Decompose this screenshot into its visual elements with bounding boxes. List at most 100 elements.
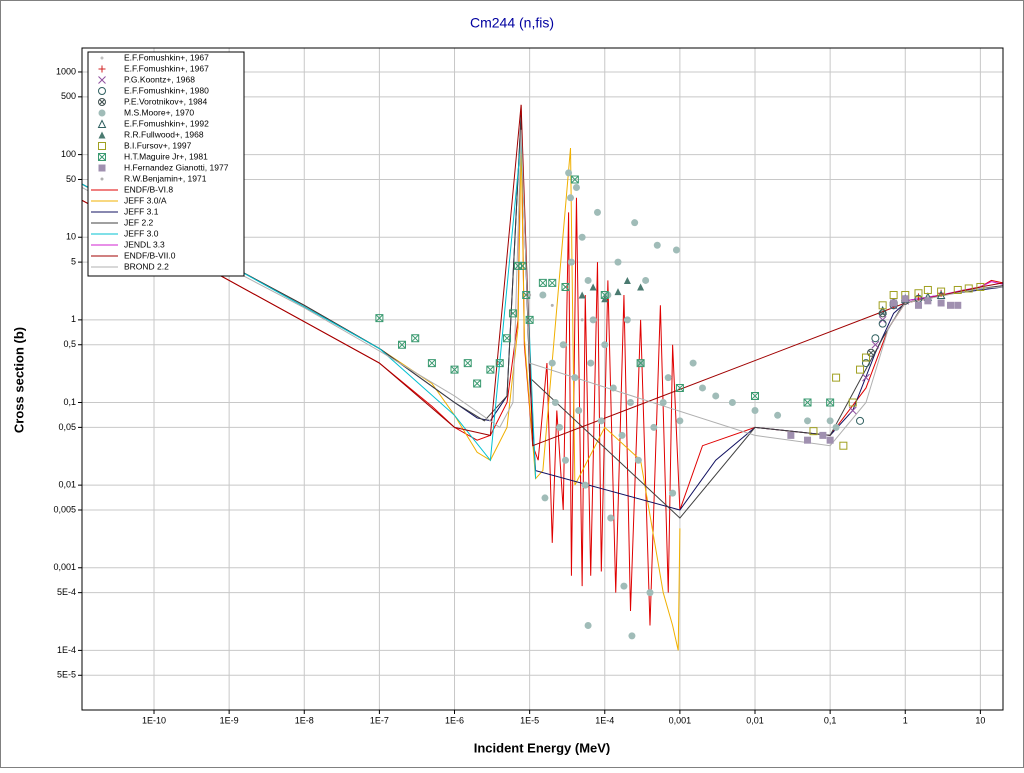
- data-layer: [82, 104, 1003, 651]
- legend-label: E.F.Fomushkin+, 1967: [124, 52, 209, 62]
- data-point: [924, 297, 932, 305]
- data-point: [878, 305, 887, 315]
- legend-label: JEFF 3.0/A: [124, 195, 167, 205]
- data-point: [642, 276, 650, 284]
- data-point: [901, 295, 909, 303]
- legend-label: P.G.Koontz+, 1968: [124, 74, 195, 84]
- data-point: [98, 98, 107, 106]
- data-point: [878, 319, 887, 328]
- data-point: [548, 278, 557, 287]
- data-point: [914, 301, 922, 309]
- data-point: [551, 399, 559, 407]
- x-tick-label: 1E-6: [445, 715, 464, 725]
- data-point: [862, 373, 870, 382]
- y-tick-label: 1000: [56, 66, 76, 76]
- data-point: [809, 427, 818, 436]
- data-point: [856, 365, 865, 374]
- data-point: [637, 283, 645, 291]
- y-tick-label: 0,001: [53, 562, 76, 572]
- data-point: [578, 291, 586, 299]
- data-point: [636, 359, 645, 368]
- series-line: [82, 140, 681, 651]
- x-tick-label: 1E-8: [295, 715, 314, 725]
- legend-label: H.Fernandez Gianotti, 1977: [124, 162, 229, 172]
- data-point: [98, 109, 106, 117]
- data-point: [567, 258, 575, 266]
- data-point: [508, 309, 517, 318]
- data-point: [819, 431, 827, 439]
- y-axis-label: Cross section (b): [11, 327, 26, 433]
- y-tick-label: 50: [66, 174, 76, 184]
- data-point: [848, 398, 857, 407]
- data-point: [774, 411, 782, 419]
- data-point: [871, 334, 880, 343]
- data-point: [803, 398, 812, 407]
- y-tick-label: 500: [61, 91, 76, 101]
- legend-label: JENDL 3.3: [124, 239, 165, 249]
- chart-title: Cm244 (n,fis): [470, 15, 554, 31]
- y-tick-label: 0,1: [63, 397, 76, 407]
- data-point: [565, 169, 573, 177]
- data-point: [375, 314, 384, 323]
- data-point: [699, 384, 707, 392]
- data-point: [539, 291, 547, 299]
- data-point: [826, 398, 835, 407]
- y-tick-label: 1: [71, 314, 76, 324]
- y-tick-label: 5E-5: [57, 670, 76, 680]
- data-point: [672, 246, 680, 254]
- x-tick-label: 0,001: [669, 715, 692, 725]
- x-tick-label: 1E-5: [520, 715, 539, 725]
- data-point: [848, 406, 857, 415]
- data-point: [914, 289, 923, 298]
- data-point: [98, 153, 106, 161]
- y-tick-label: 0,05: [58, 422, 76, 432]
- data-point: [626, 399, 634, 407]
- legend-label: ENDF/B-VI.8: [124, 184, 173, 194]
- data-point: [503, 334, 512, 343]
- data-point: [607, 514, 615, 522]
- data-point: [804, 417, 812, 425]
- data-point: [98, 164, 106, 172]
- data-point: [100, 177, 104, 181]
- data-point: [728, 399, 736, 407]
- data-point: [826, 436, 834, 444]
- y-tick-label: 0,005: [53, 504, 76, 514]
- data-point: [861, 353, 870, 362]
- legend-label: B.I.Fursov+, 1997: [124, 140, 192, 150]
- y-tick-label: 5: [71, 256, 76, 266]
- data-point: [593, 208, 601, 216]
- legend-box: [87, 51, 245, 277]
- data-point: [578, 233, 586, 241]
- data-point: [556, 423, 564, 431]
- y-tick-label: 10: [66, 232, 76, 242]
- y-tick-label: 100: [61, 149, 76, 159]
- legend-label: JEF 2.2: [124, 217, 154, 227]
- data-point: [473, 379, 482, 388]
- data-point: [946, 301, 954, 309]
- data-point: [559, 341, 567, 349]
- data-point: [98, 65, 106, 73]
- data-point: [575, 407, 583, 415]
- data-point: [620, 582, 628, 590]
- data-point: [427, 359, 436, 368]
- data-point: [871, 340, 880, 349]
- x-tick-label: 1E-7: [370, 715, 389, 725]
- legend-label: ENDF/B-VII.0: [124, 250, 176, 260]
- data-point: [890, 299, 898, 307]
- data-point: [861, 359, 870, 368]
- y-tick-label: 0,5: [63, 339, 76, 349]
- data-point: [878, 301, 887, 310]
- data-point: [669, 489, 677, 497]
- data-point: [463, 359, 472, 368]
- legend-label: JEFF 3.1: [124, 206, 159, 216]
- data-point: [618, 431, 626, 439]
- data-point: [450, 365, 459, 374]
- data-point: [572, 183, 580, 191]
- data-point: [486, 365, 495, 374]
- legend-label: BROND 2.2: [124, 261, 169, 271]
- data-point: [541, 494, 549, 502]
- data-point: [570, 175, 579, 184]
- data-point: [650, 423, 658, 431]
- data-point: [495, 359, 504, 368]
